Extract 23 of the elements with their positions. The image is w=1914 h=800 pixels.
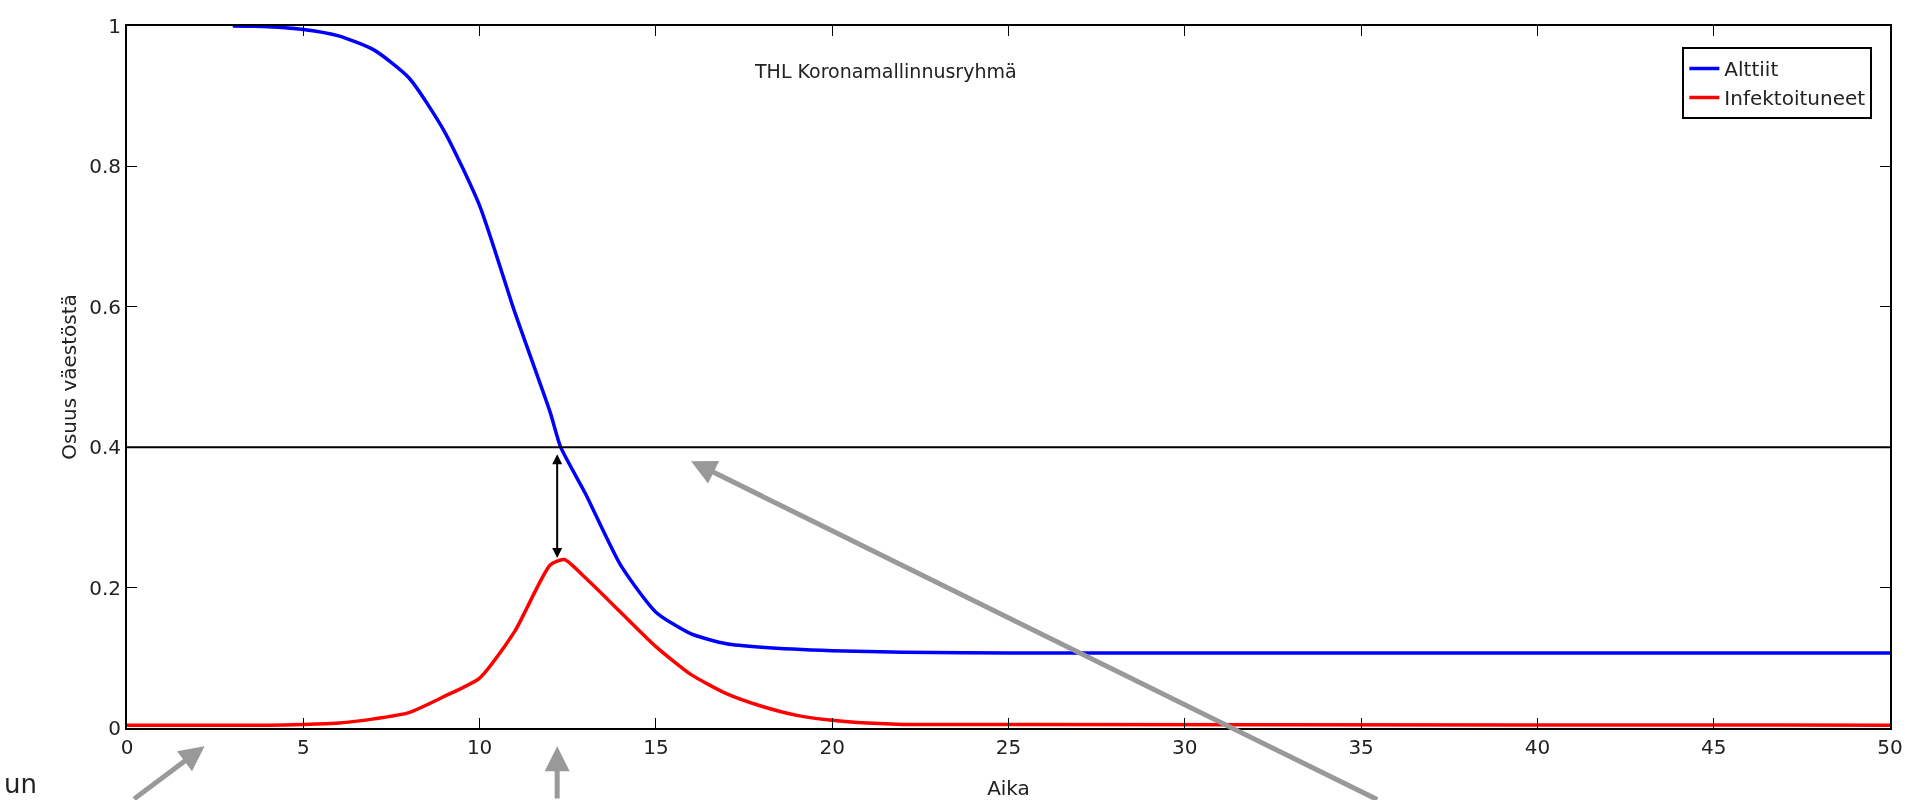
x-tick-label: 30 <box>1172 735 1198 759</box>
text: un <box>4 769 37 799</box>
y-axis-title: Osuus väestöstä <box>57 294 81 460</box>
x-tick-label: 5 <box>296 735 310 759</box>
legend-label: Infektoituneet <box>1724 86 1866 111</box>
x-tick-label: 50 <box>1877 735 1903 759</box>
y-tick-label: 0.8 <box>89 154 121 179</box>
x-tick-label: 20 <box>819 735 845 759</box>
x-tick-label: 15 <box>643 735 669 759</box>
x-tick-label: 10 <box>466 735 493 759</box>
x-tick-label: 40 <box>1524 735 1551 759</box>
annotation: THL Koronamallinnusryhmä <box>754 60 1017 82</box>
legend-label: Alttiit <box>1724 57 1779 82</box>
y-tick-label: 0.2 <box>89 575 121 600</box>
line-series <box>231 26 1890 655</box>
x-tick-label: 35 <box>1348 735 1374 759</box>
x-tick-label: 45 <box>1700 735 1727 759</box>
y-tick-label: 1 <box>108 14 121 38</box>
x-axis-title: Aika <box>987 776 1030 800</box>
y-tick-label: 0.4 <box>89 435 121 460</box>
y-tick-label: 0 <box>108 716 121 740</box>
y-tick-label: 0.6 <box>89 294 121 319</box>
x-tick-label: 25 <box>995 735 1022 759</box>
